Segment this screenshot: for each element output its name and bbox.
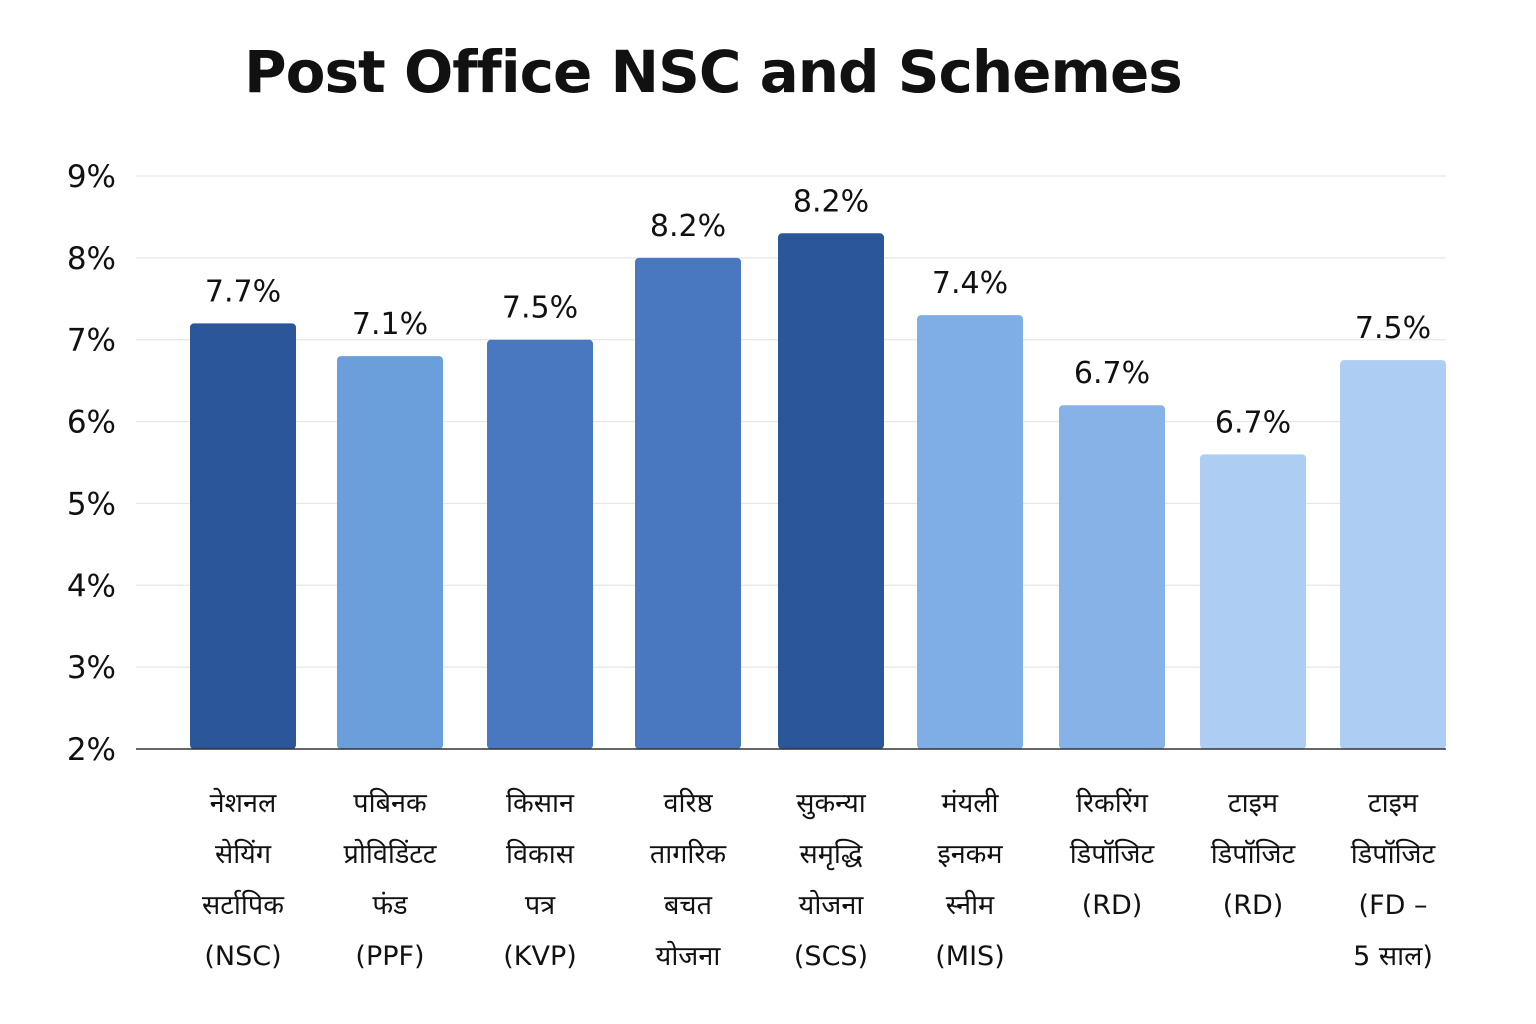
value-labels: 7.7% 7.1% 7.5% 8.2% 8.2% 7.4% 6.7% 6.7% 7.5%	[205, 184, 1431, 440]
y-axis-ticks: 2% 3% 4% 5% 6% 7% 8% 9%	[67, 159, 116, 768]
chart-title: Post Office NSC and Schemes	[244, 38, 1183, 106]
category-label-line: टाइम	[1228, 788, 1279, 819]
category-label-line: बचत	[664, 890, 713, 921]
data-label: 7.7%	[205, 274, 281, 309]
bar	[1340, 360, 1446, 749]
bar	[635, 257, 741, 749]
y-tick-label: 4%	[67, 568, 116, 604]
category-label-line: (SCS)	[794, 941, 868, 972]
category-label-line: वरिष्ठ	[664, 787, 714, 819]
category-label-line: विकास	[506, 838, 575, 870]
data-label: 6.7%	[1074, 356, 1150, 391]
category-label-line: डिपॉजिट	[1351, 838, 1436, 870]
bar	[1200, 454, 1306, 749]
category-label-line: किसान	[506, 787, 575, 819]
category-label: टाइम डिपॉजिट (RD)	[1211, 788, 1296, 921]
y-tick-label: 9%	[67, 159, 116, 195]
data-label: 7.1%	[352, 307, 428, 342]
category-label-line: योजना	[656, 940, 722, 972]
category-label: किसान विकास पत्र (KVP)	[503, 787, 577, 972]
category-label-line: पबिनक	[353, 787, 428, 819]
data-label: 7.5%	[502, 291, 578, 326]
category-label-line: टाइम	[1368, 788, 1419, 819]
y-tick-label: 6%	[67, 405, 116, 441]
category-label: नेशनल सेयिंग सर्टापिक (NSC)	[202, 787, 285, 972]
category-label-line: 5 साल)	[1353, 941, 1433, 972]
category-label-line: रिकरिंग	[1076, 787, 1149, 819]
category-label-line: डिपॉजिट	[1070, 838, 1155, 870]
category-label-line: (MIS)	[935, 941, 1004, 972]
y-tick-label: 3%	[67, 650, 116, 686]
category-label-line: पत्र	[525, 890, 556, 921]
category-label: टाइम डिपॉजिट (FD – 5 साल)	[1351, 788, 1436, 972]
bar	[917, 315, 1023, 749]
category-label: रिकरिंग डिपॉजिट (RD)	[1070, 787, 1155, 921]
bar	[190, 323, 296, 749]
y-tick-label: 7%	[67, 323, 116, 359]
category-label-line: (RD)	[1223, 890, 1284, 921]
category-label-line: (PPF)	[355, 941, 424, 972]
category-label: सुकन्या समृद्धि योजना (SCS)	[794, 788, 868, 972]
category-label-line: इनकम	[937, 839, 1003, 870]
category-label-line: फंड	[372, 890, 408, 921]
category-label: वरिष्ठ तागरिक बचत योजना	[650, 787, 728, 972]
category-label-line: (FD –	[1359, 890, 1428, 921]
category-labels: नेशनल सेयिंग सर्टापिक (NSC) पबिनक प्रोविडिंटट…	[202, 787, 1436, 972]
category-label: पबिनक प्रोविडिंटट फंड (PPF)	[343, 787, 436, 972]
bar	[337, 356, 443, 749]
bar	[1059, 405, 1165, 749]
category-label-line: सेयिंग	[215, 838, 272, 870]
category-label-line: समृद्धि	[800, 838, 863, 871]
category-label-line: (NSC)	[204, 941, 281, 972]
y-tick-label: 2%	[67, 732, 116, 768]
category-label: मंयली इनकम स्नीम (MIS)	[935, 787, 1004, 972]
category-label-line: तागरिक	[650, 838, 728, 870]
data-label: 8.2%	[793, 184, 869, 219]
category-label-line: डिपॉजिट	[1211, 838, 1296, 870]
category-label-line: नेशनल	[210, 787, 277, 819]
y-tick-label: 5%	[67, 486, 116, 522]
bars	[190, 233, 1446, 750]
bar	[487, 339, 593, 749]
category-label-line: प्रोविडिंटट	[343, 838, 436, 870]
category-label-line: मंयली	[941, 787, 999, 819]
category-label-line: सुकन्या	[796, 788, 867, 820]
y-tick-label: 8%	[67, 241, 116, 277]
category-label-line: स्नीम	[946, 889, 995, 921]
data-label: 8.2%	[650, 209, 726, 244]
category-label-line: (KVP)	[503, 941, 577, 972]
category-label-line: योजना	[799, 889, 865, 921]
data-label: 7.5%	[1355, 311, 1431, 346]
category-label-line: सर्टापिक	[202, 889, 285, 921]
data-label: 7.4%	[932, 266, 1008, 301]
category-label-line: (RD)	[1082, 890, 1143, 921]
bar	[778, 233, 884, 750]
data-label: 6.7%	[1215, 405, 1291, 440]
